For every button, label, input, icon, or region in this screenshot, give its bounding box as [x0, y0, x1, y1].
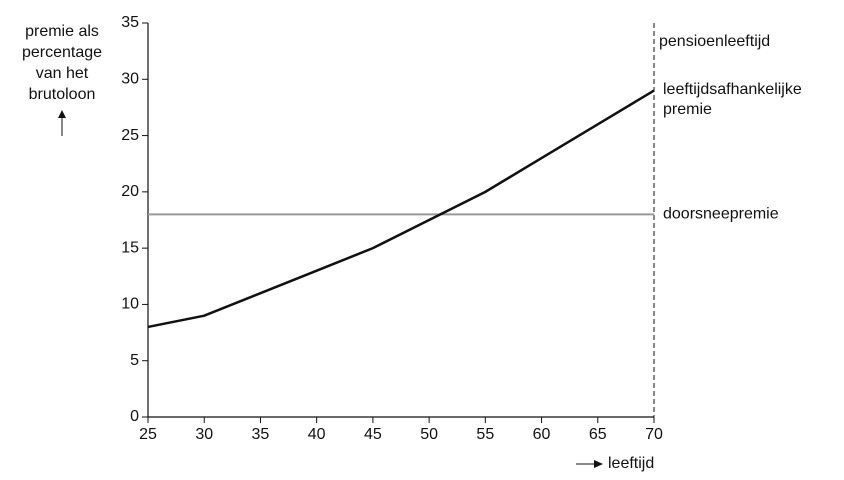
x-tick-label: 40 [308, 426, 326, 443]
x-tick-label: 70 [645, 426, 663, 443]
x-tick-label: 50 [420, 426, 438, 443]
x-tick-label: 55 [476, 426, 494, 443]
reference-line-label: doorsneepremie [663, 206, 779, 223]
y-axis-label: brutoloon [29, 86, 96, 103]
y-axis-label: percentage [22, 44, 102, 61]
x-tick-label: 30 [195, 426, 213, 443]
y-tick-label: 35 [121, 14, 139, 31]
y-tick-label: 10 [121, 296, 139, 313]
y-axis-label: premie als [25, 23, 99, 40]
y-tick-label: 5 [130, 352, 139, 369]
y-axis-label: van het [36, 65, 89, 82]
x-tick-label: 35 [252, 426, 270, 443]
y-tick-label: 0 [130, 408, 139, 425]
x-tick-label: 25 [139, 426, 157, 443]
x-axis-label: leeftijd [608, 455, 654, 472]
series-line [147, 89, 655, 329]
y-tick-label: 25 [121, 127, 139, 144]
y-tick-label: 15 [121, 239, 139, 256]
y-arrow-head [58, 110, 66, 118]
series-label: leeftijdsafhankelijke premie [663, 80, 802, 118]
vertical-line-label: pensioenleeftijd [659, 33, 770, 50]
x-tick-label: 60 [533, 426, 551, 443]
x-arrow-head [594, 460, 603, 468]
x-tick-label: 45 [364, 426, 382, 443]
y-tick-label: 20 [121, 183, 139, 200]
x-tick-label: 65 [589, 426, 607, 443]
y-tick-label: 30 [121, 71, 139, 88]
